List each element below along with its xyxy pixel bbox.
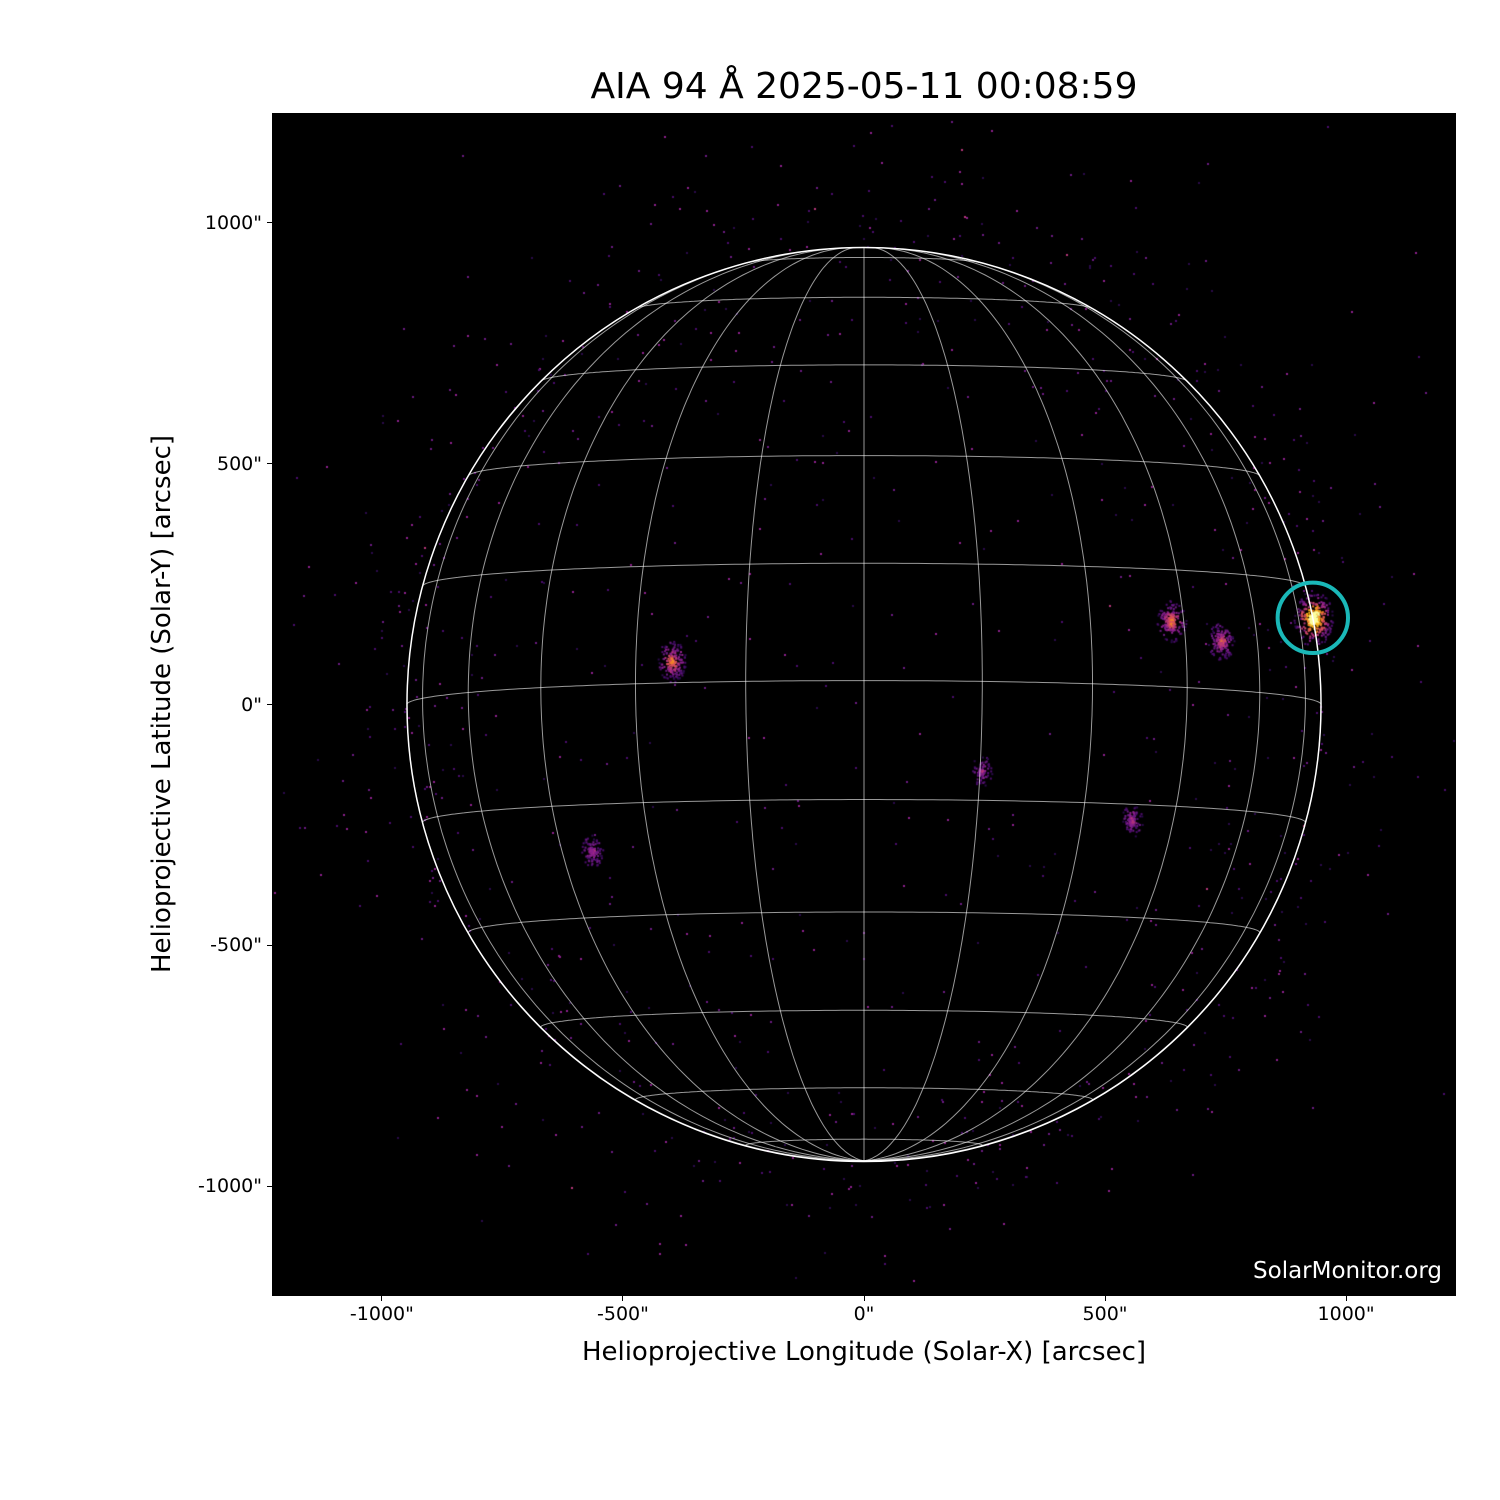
x-tick-mark bbox=[1345, 1296, 1347, 1301]
longitude-line bbox=[540, 247, 865, 1162]
x-tick-label: -500" bbox=[597, 1303, 649, 1325]
y-tick-label: -500" bbox=[210, 934, 262, 957]
x-tick-mark bbox=[381, 1296, 383, 1301]
x-axis-label: Helioprojective Longitude (Solar-X) [arc… bbox=[581, 1337, 1147, 1367]
flare-highlight-circle bbox=[1275, 580, 1351, 655]
longitude-line bbox=[863, 256, 1306, 1162]
y-axis-label: Helioprojective Latitude (Solar-Y) [arcs… bbox=[147, 434, 177, 974]
longitude-line bbox=[422, 256, 865, 1162]
x-tick-label: -1000" bbox=[349, 1303, 414, 1325]
longitude-line bbox=[863, 248, 1261, 1162]
x-tick-mark bbox=[1104, 1296, 1106, 1301]
y-tick-mark bbox=[267, 463, 272, 465]
longitude-line bbox=[467, 248, 865, 1162]
longitude-line bbox=[406, 704, 865, 1162]
x-tick-label: 0" bbox=[853, 1303, 875, 1325]
y-tick-label: 0" bbox=[241, 693, 262, 716]
watermark: SolarMonitor.org bbox=[1253, 1258, 1442, 1284]
y-tick-mark bbox=[267, 1185, 272, 1187]
y-tick-mark bbox=[267, 944, 272, 946]
longitude-line bbox=[863, 704, 1322, 1162]
x-tick-label: 500" bbox=[1082, 1303, 1128, 1325]
y-tick-label: -1000" bbox=[198, 1175, 262, 1198]
heliographic-grid-overlay bbox=[406, 246, 1351, 1163]
x-tick-label: 1000" bbox=[1317, 1303, 1375, 1325]
chart-title: AIA 94 Å 2025-05-11 00:08:59 bbox=[590, 66, 1138, 107]
longitude-line bbox=[635, 247, 865, 1162]
longitude-line bbox=[863, 247, 1188, 1162]
y-tick-label: 500" bbox=[216, 452, 262, 475]
x-tick-mark bbox=[863, 1296, 865, 1301]
longitude-line bbox=[745, 247, 865, 1162]
y-tick-label: 1000" bbox=[204, 211, 262, 234]
y-tick-mark bbox=[267, 222, 272, 224]
x-tick-mark bbox=[622, 1296, 624, 1301]
y-tick-mark bbox=[267, 704, 272, 705]
solar-limb bbox=[406, 246, 1322, 1163]
plot-area: SolarMonitor.org bbox=[272, 113, 1456, 1296]
longitude-line bbox=[863, 247, 1093, 1162]
longitude-line bbox=[863, 247, 983, 1162]
